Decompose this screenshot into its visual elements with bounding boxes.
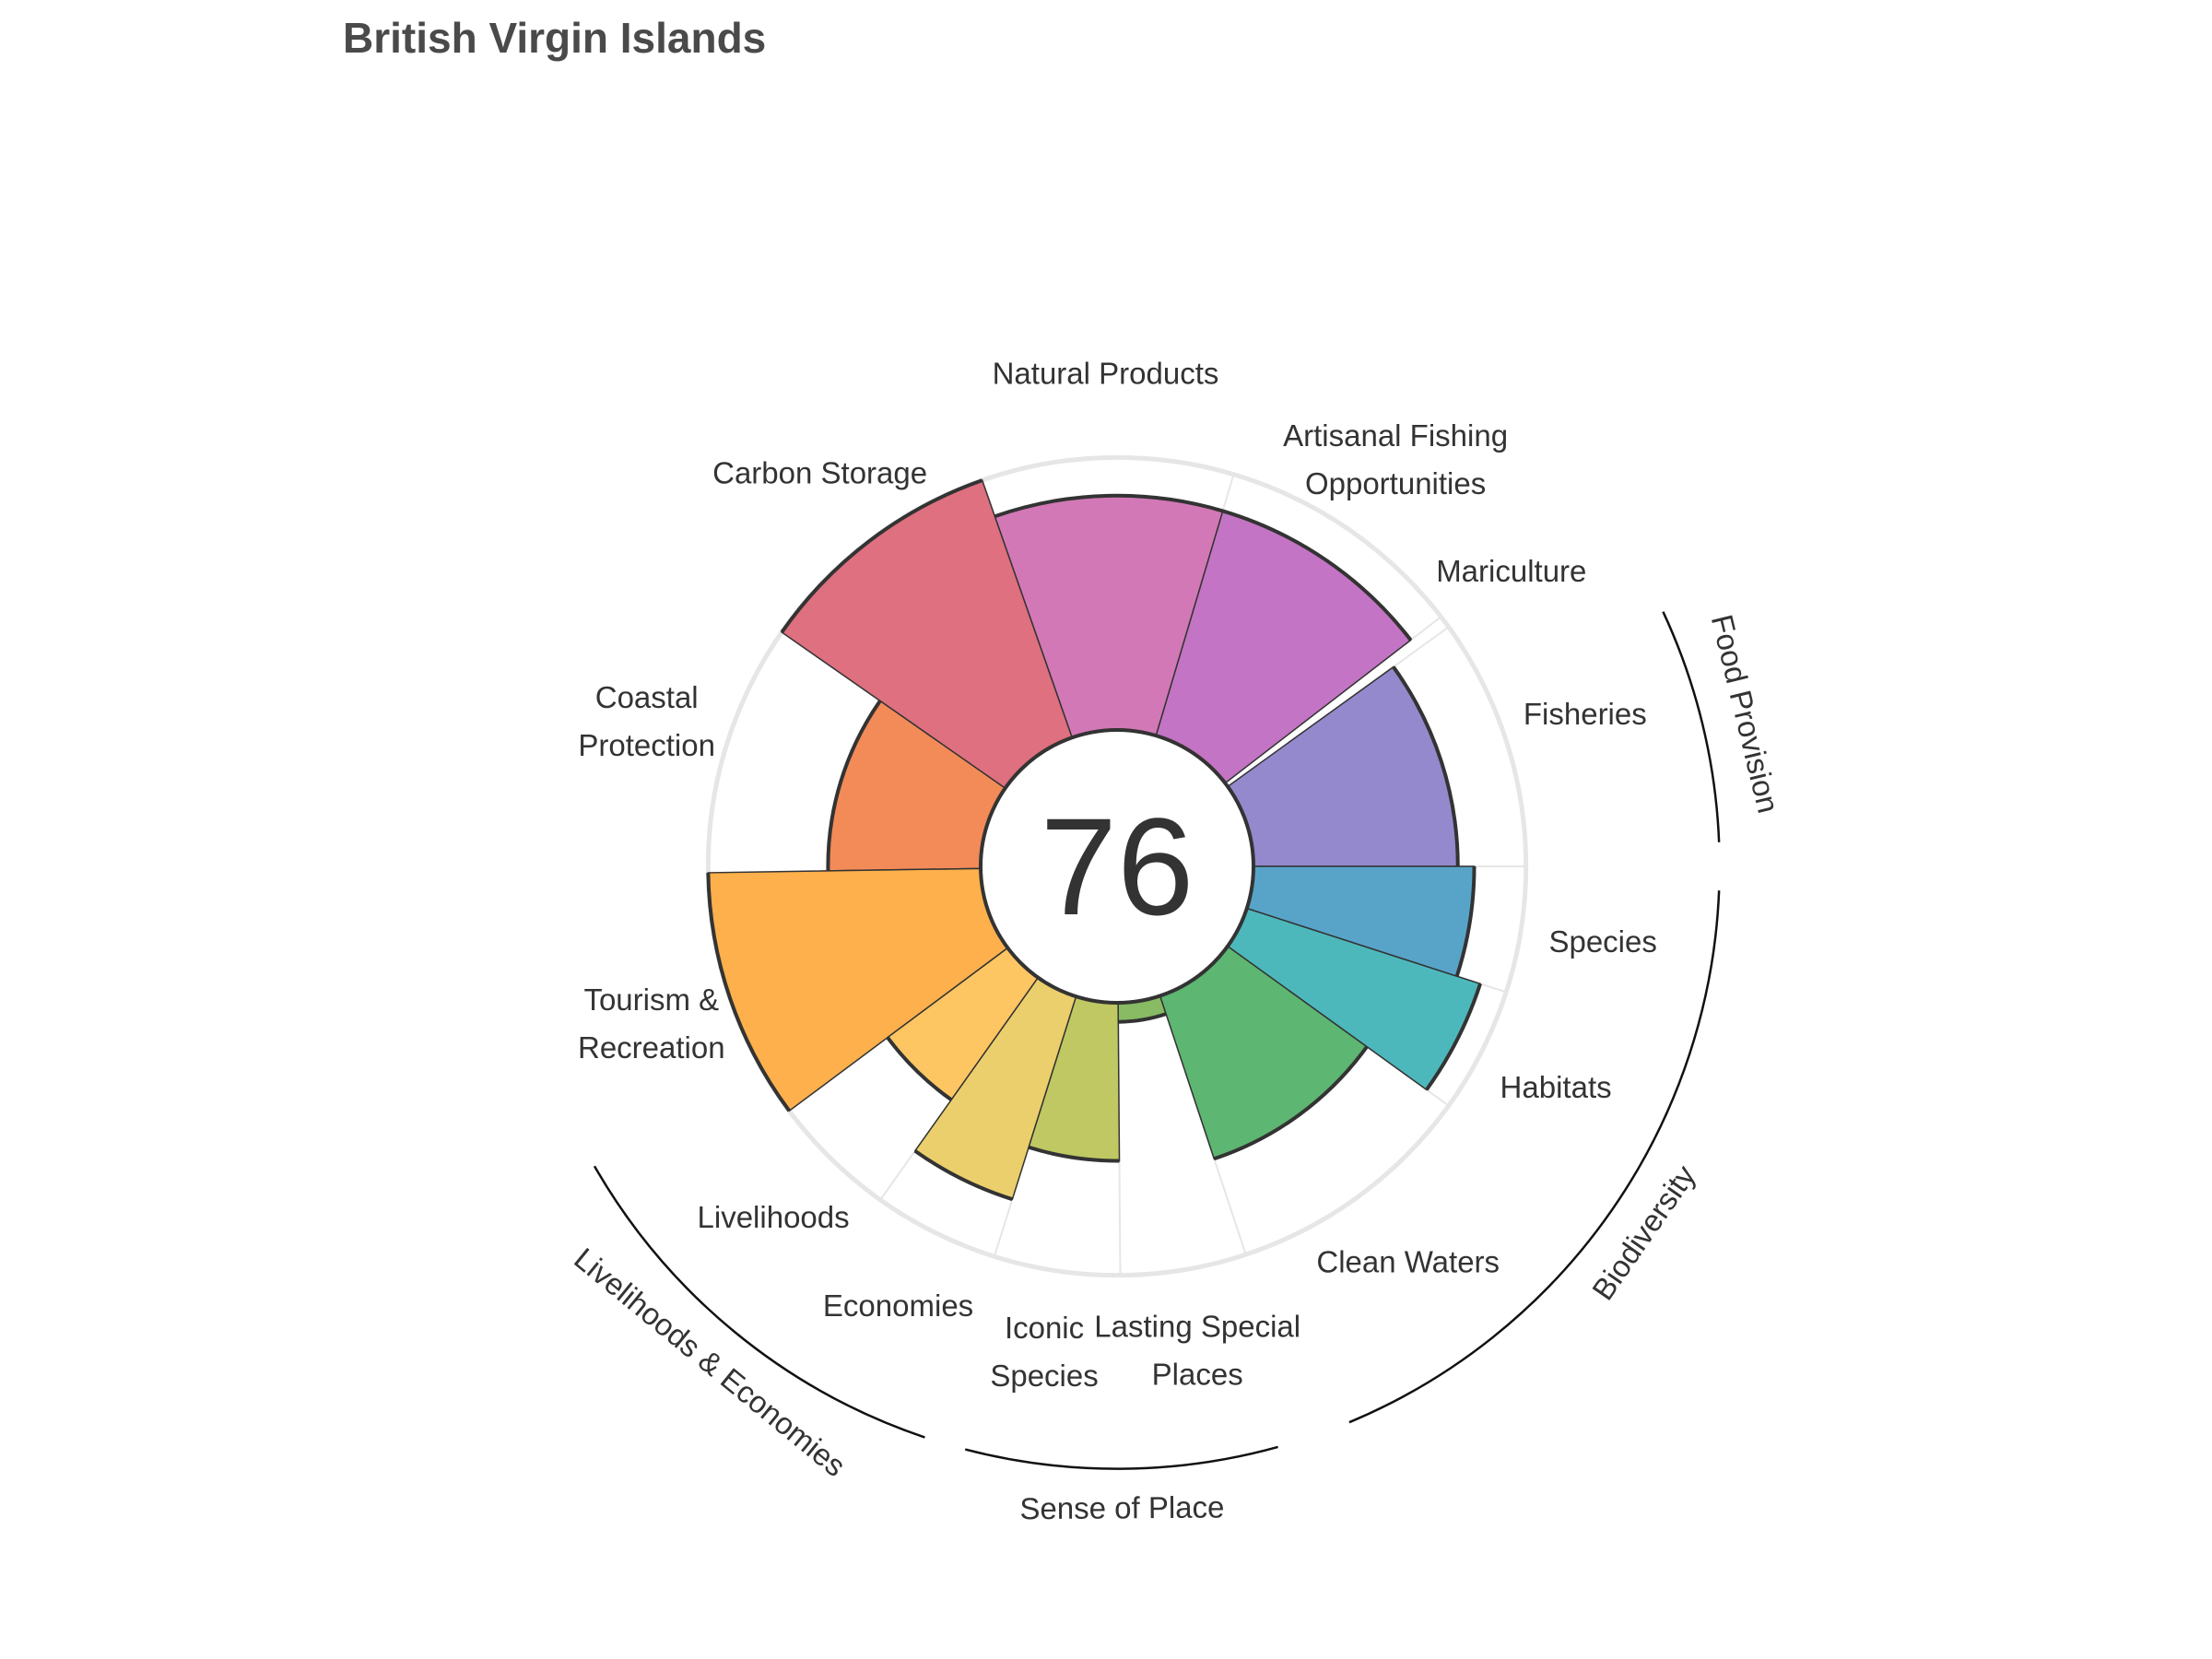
group-arc <box>1348 890 1721 1424</box>
label-habitats: Habitats <box>1500 1070 1612 1104</box>
label-economies: Economies <box>823 1288 973 1323</box>
label-artisanal-fishing-opportunities: Artisanal Fishing Opportunities <box>1283 418 1508 500</box>
petal-edge <box>1028 1145 1120 1163</box>
petal-edge <box>1118 1012 1167 1024</box>
group-label-food-provision: Food Provision <box>1705 611 1786 817</box>
group-label-livelihoods-economies: Livelihoods & Economies <box>568 1241 852 1484</box>
group-arc <box>1662 611 1721 842</box>
group-arc <box>964 1445 1278 1470</box>
chart-title: British Virgin Islands <box>343 14 767 62</box>
petal-edge <box>826 700 882 871</box>
label-carbon-storage: Carbon Storage <box>712 456 927 490</box>
petal-edge <box>913 1149 1013 1202</box>
label-natural-products: Natural Products <box>993 356 1219 390</box>
label-livelihoods: Livelihoods <box>698 1200 850 1234</box>
label-lasting-special-places: Lasting Special Places <box>1094 1310 1300 1392</box>
petal-edge <box>994 493 1224 519</box>
group-arc <box>593 1165 925 1439</box>
petal-edge <box>1222 509 1413 641</box>
center-score: 76 <box>1041 789 1194 944</box>
label-species: Species <box>1548 924 1656 959</box>
center-circle <box>979 728 1255 1005</box>
group-label-sense-of-place: Sense of Place <box>1019 1490 1224 1526</box>
label-iconic-species: Iconic Species <box>990 1311 1098 1393</box>
petal-edge <box>1392 665 1460 867</box>
petal-edge <box>1425 982 1482 1091</box>
petal-edge <box>1454 865 1477 977</box>
label-fisheries: Fisheries <box>1524 697 1647 731</box>
petal-edge <box>1213 1045 1369 1161</box>
group-label-biodiversity: Biodiversity <box>1585 1159 1702 1306</box>
label-mariculture: Mariculture <box>1436 554 1586 588</box>
label-coastal-protection: Coastal Protection <box>578 680 715 762</box>
petal-edge <box>706 872 791 1112</box>
petal-edge <box>780 478 983 634</box>
petal-edge <box>886 1036 953 1101</box>
label-tourism-recreation: Tourism & Recreation <box>578 982 725 1065</box>
label-clean-waters: Clean Waters <box>1316 1244 1500 1278</box>
